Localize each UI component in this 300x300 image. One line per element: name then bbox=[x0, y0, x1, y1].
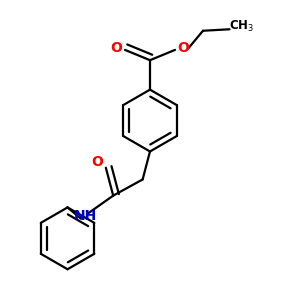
Text: O: O bbox=[177, 40, 189, 55]
Text: O: O bbox=[110, 40, 122, 55]
Text: CH$_3$: CH$_3$ bbox=[229, 20, 254, 34]
Text: O: O bbox=[92, 155, 103, 169]
Text: NH: NH bbox=[74, 209, 97, 223]
